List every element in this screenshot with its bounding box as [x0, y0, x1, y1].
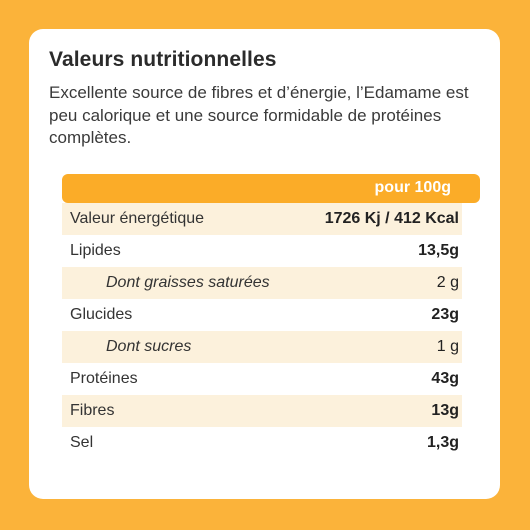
card-title: Valeurs nutritionnelles [49, 48, 277, 71]
table-row: Protéines 43g [62, 363, 462, 395]
row-label-sugars: Dont sucres [106, 338, 192, 355]
table-body: Valeur énergétique 1726 Kj / 412 Kcal Li… [62, 203, 462, 459]
row-label-fibres: Fibres [70, 402, 115, 419]
row-label-carbohydrates: Glucides [70, 306, 133, 323]
row-label-lipids: Lipides [70, 242, 121, 259]
row-label-energy: Valeur énergétique [70, 210, 205, 227]
row-label-salt: Sel [70, 434, 94, 451]
nutrition-card: Valeurs nutritionnelles Excellente sourc… [29, 29, 500, 499]
row-value-sugars: 1 g [436, 338, 459, 355]
table-row: Glucides 23g [62, 299, 462, 331]
table-row: Sel 1,3g [62, 427, 462, 459]
table-row: Fibres 13g [62, 395, 462, 427]
table-row: Lipides 13,5g [62, 235, 462, 267]
row-value-energy: 1726 Kj / 412 Kcal [324, 210, 459, 227]
table-row: Dont graisses saturées 2 g [62, 267, 462, 299]
row-value-fibres: 13g [431, 402, 459, 419]
column-header-per-100g: pour 100g [374, 179, 451, 196]
row-value-saturated-fat: 2 g [436, 274, 459, 291]
row-label-saturated-fat: Dont graisses saturées [106, 274, 270, 291]
row-label-proteins: Protéines [70, 370, 138, 387]
table-row: Valeur énergétique 1726 Kj / 412 Kcal [62, 203, 462, 235]
row-value-carbohydrates: 23g [431, 306, 459, 323]
table-row: Dont sucres 1 g [62, 331, 462, 363]
nutrition-table: pour 100g Valeur énergétique 1726 Kj / 4… [62, 174, 480, 459]
row-value-proteins: 43g [431, 370, 459, 387]
row-value-lipids: 13,5g [418, 242, 459, 259]
table-header: pour 100g [62, 174, 480, 203]
intro-text: Excellente source de fibres et d’énergie… [49, 83, 469, 147]
row-value-salt: 1,3g [426, 434, 459, 451]
